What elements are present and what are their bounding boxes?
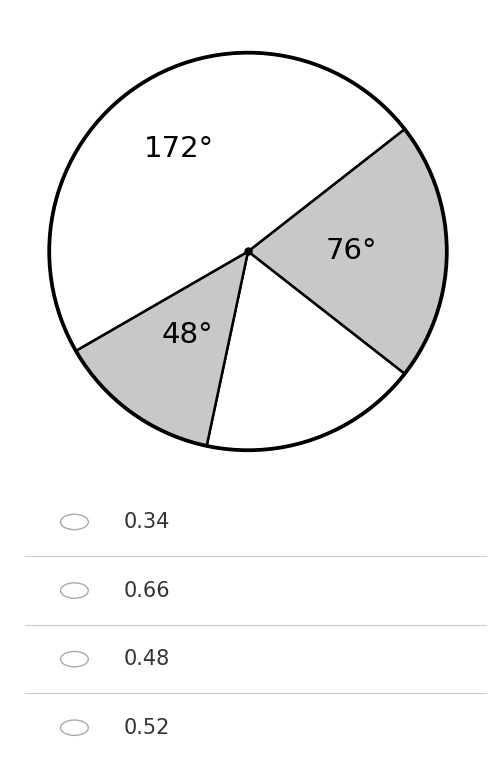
- Circle shape: [61, 652, 88, 667]
- Text: 0.34: 0.34: [124, 512, 170, 532]
- Text: 172°: 172°: [144, 136, 214, 163]
- Circle shape: [61, 720, 88, 735]
- Wedge shape: [248, 129, 447, 374]
- Text: 48°: 48°: [161, 321, 213, 349]
- Wedge shape: [49, 53, 405, 351]
- Text: 0.66: 0.66: [124, 581, 171, 600]
- Text: 0.52: 0.52: [124, 718, 170, 738]
- Circle shape: [61, 514, 88, 530]
- Text: 0.48: 0.48: [124, 649, 170, 669]
- Wedge shape: [207, 251, 405, 450]
- Circle shape: [61, 583, 88, 598]
- Wedge shape: [76, 251, 248, 446]
- Text: 76°: 76°: [325, 238, 377, 265]
